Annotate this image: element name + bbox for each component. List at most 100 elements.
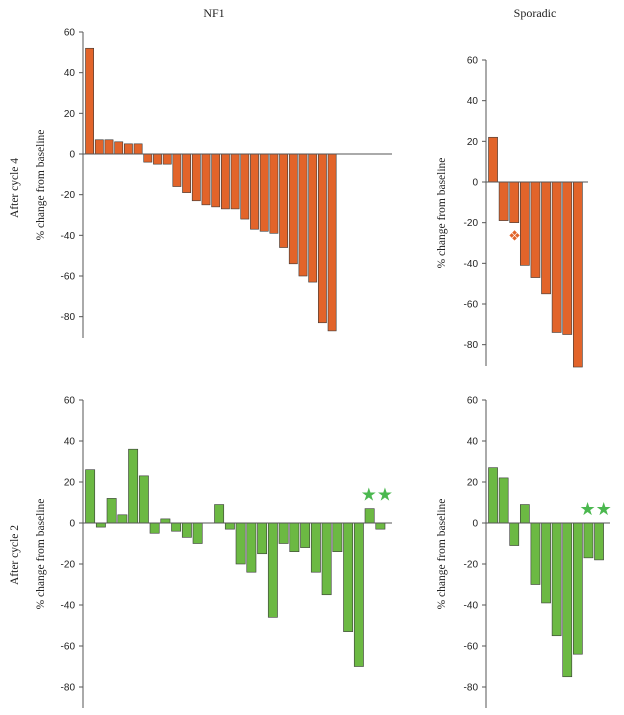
- bar: [153, 153, 162, 165]
- bar: [519, 504, 530, 524]
- bar: [551, 522, 562, 637]
- bar: [321, 522, 332, 596]
- bar: [85, 469, 96, 524]
- bar: [85, 47, 94, 155]
- bar: [289, 522, 300, 553]
- y-tick-label: -40: [61, 601, 76, 612]
- y-tick-label: -60: [61, 272, 76, 283]
- bar: [572, 181, 583, 368]
- bar: [214, 504, 225, 524]
- bar: [353, 522, 364, 667]
- bar: [498, 477, 509, 524]
- y-tick-label: 20: [467, 137, 479, 148]
- y-tick-label: -80: [61, 683, 76, 694]
- y-tick-label: 60: [64, 28, 76, 39]
- bar: [104, 139, 114, 155]
- y-tick-label: -20: [464, 218, 479, 229]
- bar: [224, 522, 235, 530]
- bar: [488, 467, 498, 524]
- bar: [246, 522, 257, 573]
- y-tick-label: 60: [467, 396, 479, 407]
- y-tick-label: -20: [464, 560, 479, 571]
- y-tick-label: 0: [472, 519, 478, 530]
- panel-nf1-cycle4: 60 40 20 0 -20 -40 -60 -80 % change from baselin…: [35, 28, 392, 338]
- y-tick-label: 20: [64, 478, 76, 489]
- y-tick-label: -60: [464, 300, 479, 311]
- bar: [541, 522, 551, 604]
- panel-sporadic-cycle2: 60 40 20 0 -20 -40 -60 -80 % change from baselin…: [436, 396, 612, 708]
- bar: [250, 153, 259, 230]
- bar: [562, 181, 573, 335]
- y-axis-label: % change from baseline: [436, 499, 448, 610]
- y-tick-label: -40: [464, 259, 479, 270]
- y-tick-label: 40: [64, 68, 76, 79]
- bar: [308, 153, 318, 283]
- bar: [124, 143, 133, 155]
- bar: [149, 522, 160, 534]
- bar: [300, 522, 311, 548]
- y-tick-label: 0: [69, 150, 75, 161]
- bar: [541, 181, 551, 295]
- bar: [317, 153, 327, 324]
- bar: [143, 153, 153, 163]
- bar: [279, 153, 288, 248]
- y-tick-label: -80: [464, 340, 479, 351]
- bar: [201, 153, 211, 206]
- bar: [562, 522, 573, 678]
- bar: [211, 153, 221, 208]
- bar: [551, 181, 562, 333]
- bar: [162, 153, 172, 165]
- y-tick-label: 20: [64, 109, 76, 120]
- y-tick-label: -60: [61, 642, 76, 653]
- bar: [221, 153, 230, 210]
- bar: [160, 518, 171, 524]
- bar: [583, 522, 594, 559]
- bar: [498, 181, 509, 221]
- row-title-cycle2: After cycle 2: [9, 525, 21, 585]
- bar: [133, 143, 143, 155]
- bar: [182, 153, 191, 193]
- y-axis-label: % change from baseline: [35, 499, 47, 610]
- bar: [509, 522, 520, 546]
- bar: [117, 514, 128, 524]
- double-star-marker-icon: ★★: [580, 499, 612, 520]
- bar: [267, 522, 278, 618]
- bar: [230, 153, 240, 210]
- y-tick-label: 60: [64, 396, 76, 407]
- row-title-cycle4: After cycle 4: [9, 158, 21, 218]
- panel-sporadic-cycle4: 60 40 20 0 -20 -40 -60 -80 % change from baselin…: [436, 56, 588, 368]
- y-tick-label: -80: [61, 312, 76, 323]
- y-tick-label: -80: [464, 683, 479, 694]
- y-tick-label: -60: [464, 642, 479, 653]
- bar: [530, 522, 541, 585]
- bar: [298, 153, 308, 277]
- bar: [95, 522, 106, 528]
- bar: [192, 522, 203, 544]
- bar: [278, 522, 289, 544]
- bar: [94, 139, 104, 155]
- bar: [240, 153, 250, 220]
- bar: [138, 475, 149, 524]
- bar: [235, 522, 246, 565]
- double-star-marker-icon: ★★: [361, 485, 393, 506]
- bar: [530, 181, 541, 278]
- bar: [128, 448, 139, 524]
- y-axis-label: % change from baseline: [436, 158, 448, 269]
- bar: [509, 181, 520, 223]
- y-tick-label: 40: [467, 96, 479, 107]
- bar: [364, 508, 375, 524]
- bar: [181, 522, 192, 538]
- y-tick-label: 0: [69, 519, 75, 530]
- panel-nf1-cycle2: 60 40 20 0 -20 -40 -60 -80 % change from baselin…: [35, 396, 393, 708]
- bar: [171, 522, 182, 532]
- y-tick-label: 0: [472, 178, 478, 189]
- y-tick-label: -20: [61, 190, 76, 201]
- bar: [269, 153, 279, 234]
- bar: [375, 522, 386, 530]
- y-tick-label: 20: [467, 478, 479, 489]
- bar: [259, 153, 269, 232]
- y-tick-label: 60: [467, 56, 479, 67]
- bar: [257, 522, 268, 555]
- bar: [172, 153, 182, 187]
- bar: [191, 153, 201, 202]
